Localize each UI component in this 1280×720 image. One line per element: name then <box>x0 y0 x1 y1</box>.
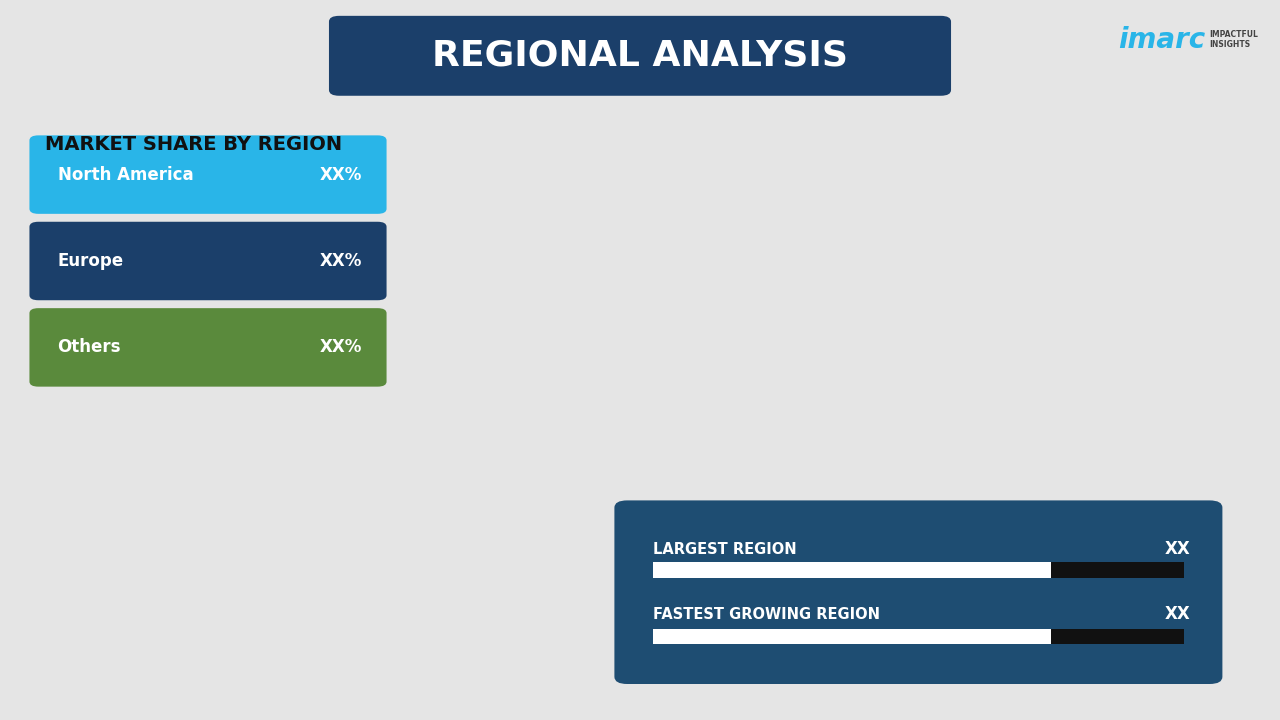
Text: LARGEST REGION: LARGEST REGION <box>653 542 796 557</box>
Text: IMPACTFUL
INSIGHTS: IMPACTFUL INSIGHTS <box>1210 30 1258 49</box>
Text: Europe: Europe <box>58 252 124 270</box>
Text: FASTEST GROWING REGION: FASTEST GROWING REGION <box>653 607 879 621</box>
Text: North America: North America <box>58 166 193 184</box>
Text: XX: XX <box>1165 540 1190 559</box>
Text: XX%: XX% <box>320 166 362 184</box>
Text: imarc: imarc <box>1119 26 1206 53</box>
Text: XX%: XX% <box>320 338 362 356</box>
Text: XX%: XX% <box>320 252 362 270</box>
Text: XX: XX <box>1165 605 1190 624</box>
Text: Others: Others <box>58 338 122 356</box>
Text: MARKET SHARE BY REGION: MARKET SHARE BY REGION <box>45 135 342 153</box>
Text: REGIONAL ANALYSIS: REGIONAL ANALYSIS <box>433 39 849 73</box>
